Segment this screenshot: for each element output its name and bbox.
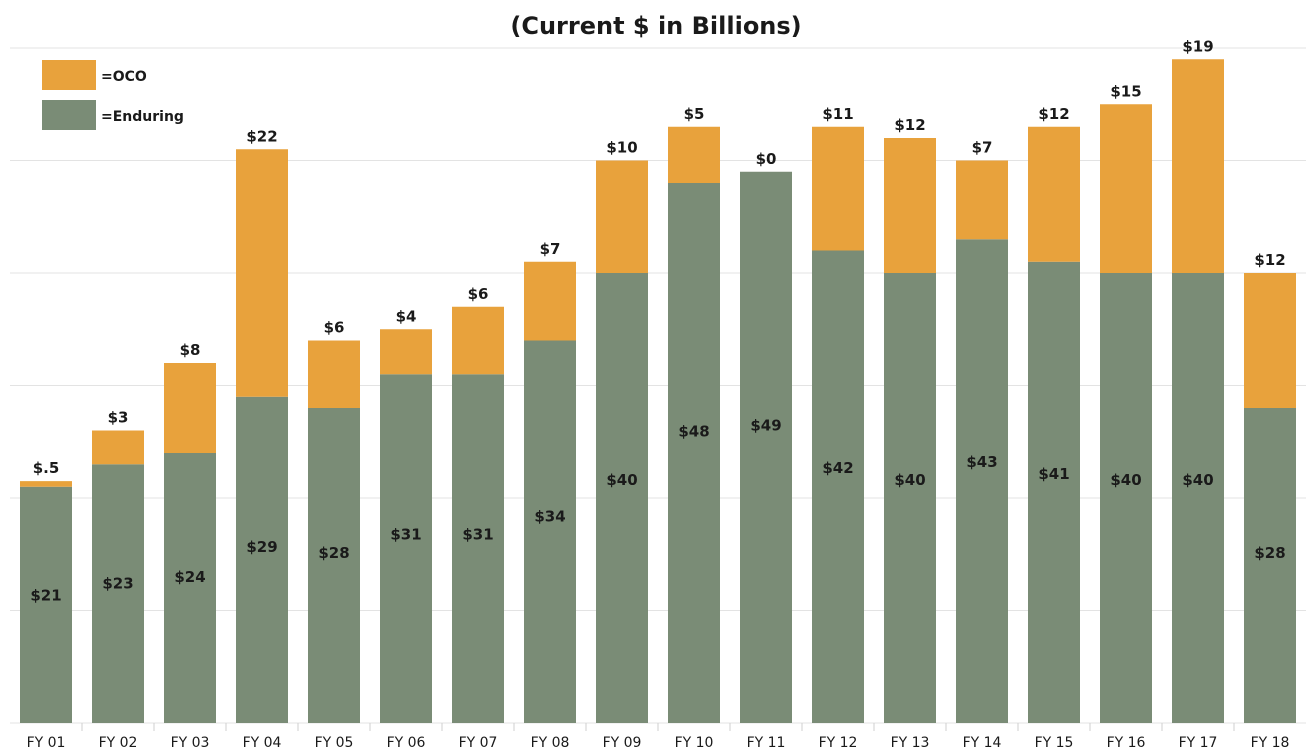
bar-enduring [380, 374, 432, 723]
bar-oco [236, 149, 288, 397]
bar-oco [452, 306, 504, 375]
data-label-oco: $12 [1038, 105, 1069, 123]
x-tick-label: FY 01 [27, 735, 66, 751]
gridlines [10, 47, 1306, 724]
data-label-enduring: $29 [246, 538, 277, 556]
bar-enduring [20, 486, 72, 723]
bar-enduring [884, 273, 936, 723]
bar-enduring [524, 340, 576, 723]
data-label-oco: $7 [540, 240, 561, 258]
bar-enduring [1172, 273, 1224, 723]
data-label-enduring: $31 [462, 526, 493, 544]
data-label-enduring: $43 [966, 453, 997, 471]
x-tick-label: FY 11 [747, 735, 786, 751]
data-label-enduring: $49 [750, 416, 781, 434]
bar-oco [956, 160, 1008, 240]
data-label-enduring: $40 [894, 471, 925, 489]
data-label-oco: $0 [756, 150, 777, 168]
x-tick-label: FY 07 [459, 735, 498, 751]
legend-swatch-enduring [42, 100, 96, 130]
data-label-enduring: $41 [1038, 465, 1069, 483]
legend-swatch-oco [42, 60, 96, 90]
data-label-oco: $15 [1110, 82, 1141, 100]
bar-oco [92, 430, 144, 465]
data-label-oco: $22 [246, 127, 277, 145]
data-label-enduring: $31 [390, 526, 421, 544]
x-tick-label: FY 13 [891, 735, 930, 751]
x-tick-label: FY 03 [171, 735, 210, 751]
chart-title: (Current $ in Billions) [510, 12, 801, 40]
bar-oco [884, 138, 936, 273]
legend: =OCO =Enduring [42, 60, 184, 130]
bar-oco [20, 481, 72, 487]
bar-enduring [164, 453, 216, 723]
x-tick-label: FY 18 [1251, 735, 1290, 751]
data-label-oco: $.5 [33, 459, 60, 477]
x-tick-label: FY 14 [963, 735, 1002, 751]
bar-oco [668, 126, 720, 183]
bar-enduring [596, 273, 648, 723]
data-label-enduring: $48 [678, 422, 709, 440]
data-label-oco: $4 [396, 307, 417, 325]
data-label-enduring: $34 [534, 507, 565, 525]
bar-oco [524, 261, 576, 341]
bar-enduring [1244, 408, 1296, 723]
data-label-oco: $3 [108, 409, 129, 427]
bars: $21 $.5 $23 $3 $24 $8 $29 $22 $28 $6 $31 $4 $31 $6 $34… [20, 37, 1296, 723]
data-label-oco: $5 [684, 105, 705, 123]
bar-enduring [308, 408, 360, 723]
legend-label-enduring: =Enduring [101, 109, 184, 125]
x-tick-label: FY 12 [819, 735, 858, 751]
x-tick-label: FY 10 [675, 735, 714, 751]
bar-oco [380, 329, 432, 375]
x-tick-label: FY 09 [603, 735, 642, 751]
data-label-enduring: $23 [102, 574, 133, 592]
bar-enduring [236, 396, 288, 723]
bar-oco [812, 126, 864, 251]
x-tick-label: FY 08 [531, 735, 570, 751]
bar-oco [1028, 126, 1080, 262]
bar-oco [1100, 104, 1152, 273]
data-label-oco: $10 [606, 139, 637, 157]
bar-oco [596, 160, 648, 273]
x-tick-label: FY 17 [1179, 735, 1218, 751]
x-tick-label: FY 02 [99, 735, 138, 751]
bar-oco [1172, 59, 1224, 273]
bar-enduring [668, 183, 720, 723]
data-label-oco: $7 [972, 139, 993, 157]
data-label-enduring: $28 [1254, 544, 1285, 562]
data-label-oco: $12 [1254, 251, 1285, 269]
data-label-oco: $12 [894, 116, 925, 134]
data-label-enduring: $40 [1182, 471, 1213, 489]
data-label-enduring: $28 [318, 544, 349, 562]
data-label-enduring: $40 [606, 471, 637, 489]
data-label-oco: $6 [468, 285, 489, 303]
data-label-oco: $6 [324, 319, 345, 337]
data-label-enduring: $24 [174, 568, 205, 586]
x-tick-label: FY 16 [1107, 735, 1146, 751]
data-label-oco: $8 [180, 341, 201, 359]
legend-label-oco: =OCO [101, 69, 147, 85]
x-tick-label: FY 15 [1035, 735, 1074, 751]
data-label-oco: $19 [1182, 37, 1213, 55]
bar-oco [1244, 273, 1296, 408]
bar-oco [308, 340, 360, 408]
bar-enduring [1028, 261, 1080, 723]
data-label-enduring: $21 [30, 586, 61, 604]
bar-enduring [92, 464, 144, 723]
bar-enduring [812, 250, 864, 723]
x-tick-label: FY 06 [387, 735, 426, 751]
x-tick-label: FY 04 [243, 735, 282, 751]
data-label-enduring: $42 [822, 459, 853, 477]
x-axis: FY 01 FY 02 FY 03 FY 04 FY 05 FY 06 FY 07 FY 08… [27, 723, 1290, 751]
bar-enduring [956, 239, 1008, 723]
data-label-enduring: $40 [1110, 471, 1141, 489]
bar-oco [164, 363, 216, 453]
x-tick-label: FY 05 [315, 735, 354, 751]
bar-enduring [1100, 273, 1152, 723]
bar-enduring [452, 374, 504, 723]
bar-enduring [740, 171, 792, 723]
data-label-oco: $11 [822, 105, 853, 123]
